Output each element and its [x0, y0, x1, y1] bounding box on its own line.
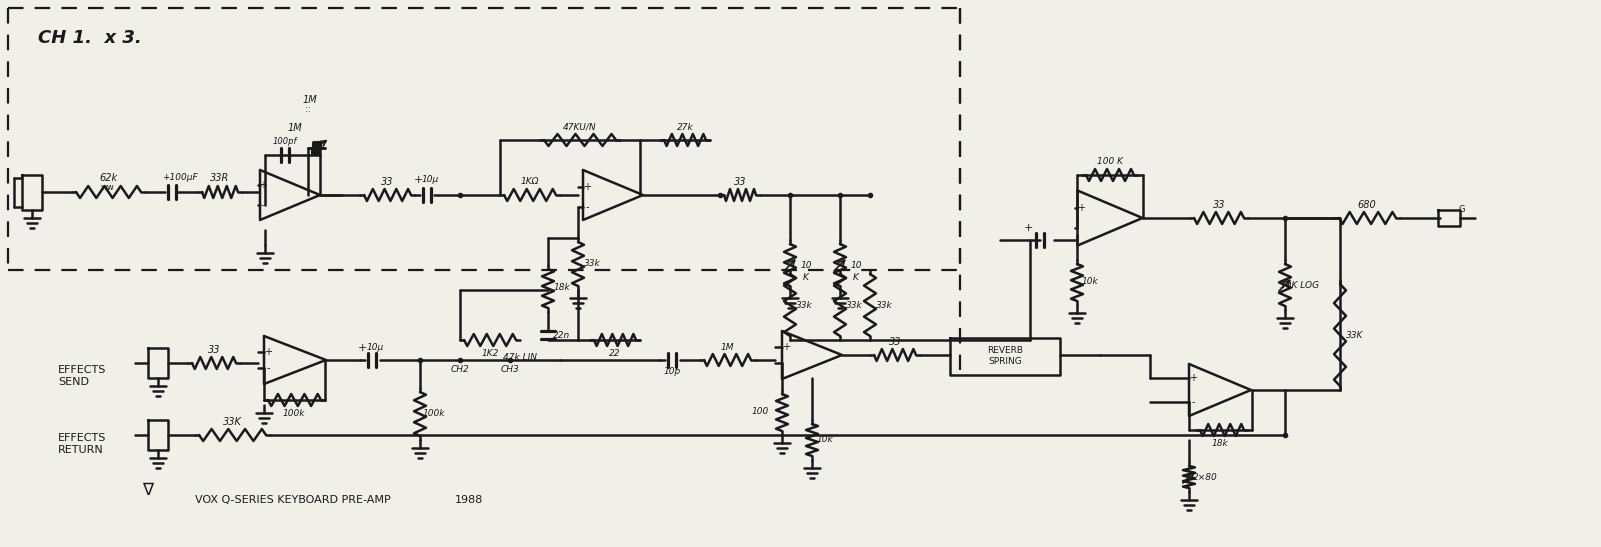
- Text: 33: 33: [1212, 200, 1225, 210]
- Text: 62k: 62k: [99, 173, 117, 183]
- Text: 33: 33: [889, 337, 901, 347]
- Text: 18k: 18k: [1212, 439, 1228, 447]
- Text: 1M: 1M: [303, 95, 317, 105]
- Text: 33: 33: [733, 177, 746, 187]
- Text: +: +: [413, 175, 423, 185]
- Text: CH 1.  x 3.: CH 1. x 3.: [38, 29, 142, 47]
- Text: 33: 33: [208, 345, 221, 355]
- Text: 47k LIN: 47k LIN: [503, 353, 536, 363]
- Text: 100k: 100k: [283, 409, 306, 417]
- Text: 2×80: 2×80: [1193, 473, 1217, 481]
- Text: 1988: 1988: [455, 495, 484, 505]
- Text: 10K LOG: 10K LOG: [1281, 281, 1319, 289]
- Text: +: +: [1077, 203, 1085, 213]
- Text: CH2: CH2: [450, 365, 469, 375]
- Text: K: K: [804, 274, 809, 282]
- Text: 33K: 33K: [223, 417, 242, 427]
- Text: 22: 22: [610, 348, 621, 358]
- Text: K: K: [853, 274, 860, 282]
- Text: 10k: 10k: [1082, 277, 1098, 287]
- Text: 100pf: 100pf: [272, 137, 298, 147]
- Text: +: +: [264, 347, 272, 357]
- Text: 1K2: 1K2: [482, 348, 498, 358]
- Text: 33R: 33R: [210, 173, 229, 183]
- Text: -: -: [1191, 397, 1194, 407]
- Text: REVERB
SPRING: REVERB SPRING: [986, 346, 1023, 366]
- Text: 10: 10: [850, 260, 861, 270]
- Text: -: -: [586, 202, 589, 212]
- Text: ∇: ∇: [142, 481, 154, 499]
- Text: 1M: 1M: [288, 123, 303, 133]
- Text: +: +: [1023, 223, 1033, 233]
- Text: EFFECTS
SEND: EFFECTS SEND: [58, 365, 106, 387]
- Text: 10: 10: [800, 260, 812, 270]
- Text: 100k: 100k: [423, 410, 445, 418]
- Text: ::: ::: [306, 106, 311, 114]
- Text: VOX Q-SERIES KEYBOARD PRE-AMP: VOX Q-SERIES KEYBOARD PRE-AMP: [195, 495, 391, 505]
- Text: 10p: 10p: [663, 368, 680, 376]
- Text: 1KΩ: 1KΩ: [520, 177, 540, 187]
- Text: 22n: 22n: [554, 330, 570, 340]
- Text: 33k: 33k: [845, 300, 863, 310]
- Text: 10µ: 10µ: [367, 344, 384, 352]
- Text: 33: 33: [381, 177, 394, 187]
- Text: 680: 680: [1358, 200, 1377, 210]
- Text: -: -: [266, 363, 269, 373]
- Text: G: G: [1459, 206, 1465, 214]
- Text: 33k: 33k: [796, 300, 812, 310]
- Text: 100 K: 100 K: [1097, 158, 1122, 166]
- Text: ww: ww: [101, 183, 115, 193]
- Text: CH3: CH3: [501, 365, 519, 375]
- Text: +: +: [583, 182, 591, 192]
- Text: +: +: [357, 343, 367, 353]
- Text: 33k: 33k: [876, 300, 892, 310]
- Text: 1M: 1M: [720, 342, 733, 352]
- Text: 18k: 18k: [554, 283, 570, 293]
- Text: -: -: [261, 200, 264, 210]
- Text: +: +: [1190, 373, 1198, 383]
- Text: 10k: 10k: [817, 435, 834, 445]
- Text: 27k: 27k: [677, 123, 693, 131]
- Text: 10µ: 10µ: [421, 176, 439, 184]
- Text: +: +: [781, 342, 789, 352]
- Text: 47KU/N: 47KU/N: [564, 123, 597, 131]
- Text: 33K: 33K: [1346, 330, 1364, 340]
- Text: 33k: 33k: [584, 259, 600, 269]
- Text: 100: 100: [751, 408, 768, 416]
- Text: EFFECTS
RETURN: EFFECTS RETURN: [58, 433, 106, 455]
- Text: +100µF: +100µF: [162, 173, 197, 183]
- Text: +: +: [259, 180, 267, 190]
